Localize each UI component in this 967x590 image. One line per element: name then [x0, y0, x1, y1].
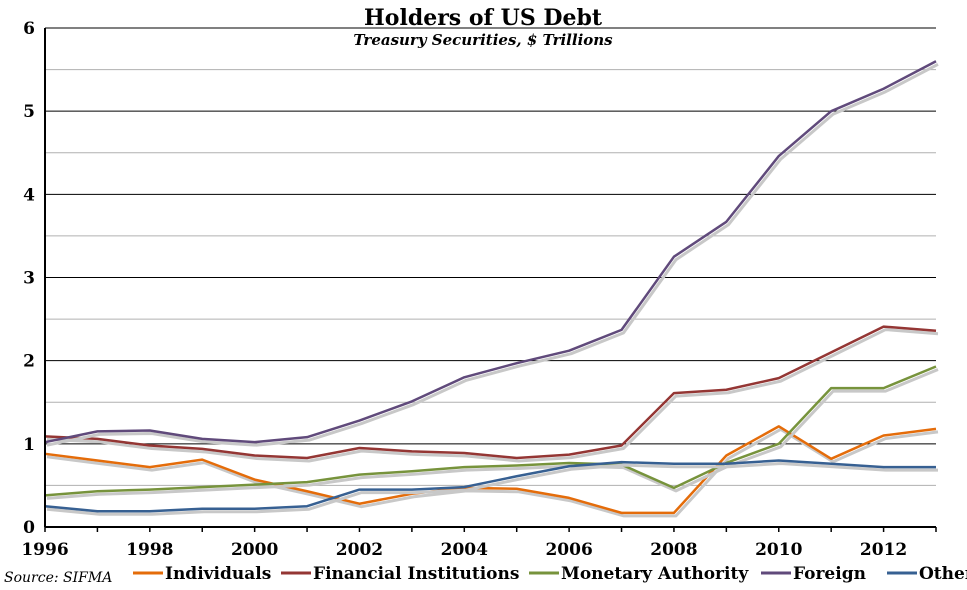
legend-label-individuals: Individuals [165, 564, 271, 584]
y-tick-label: 0 [23, 518, 35, 538]
x-tick-label: 1998 [126, 540, 173, 560]
x-tick-label: 2012 [860, 540, 907, 560]
series-shadow-foreign [46, 62, 939, 447]
legend: Individuals Financial Institutions Monetar… [133, 564, 967, 584]
legend-label-other: Other [919, 564, 967, 584]
series-line-monetary-authority [44, 365, 937, 497]
y-tick-label: 3 [23, 269, 35, 289]
gridlines [45, 27, 936, 486]
chart-subtitle: Treasury Securities, $ Trillions [353, 31, 613, 49]
chart-title: Holders of US Debt [364, 5, 603, 31]
series-shadow-financial-institutions [46, 328, 939, 463]
x-tick-label: 2008 [650, 540, 697, 560]
x-tick-label: 1996 [21, 540, 68, 560]
source-note: Source: SIFMA [4, 570, 112, 586]
legend-label-foreign: Foreign [793, 564, 866, 584]
x-tick-label: 2000 [231, 540, 278, 560]
y-tick-label: 4 [23, 185, 35, 205]
series-shadow-other [46, 461, 938, 516]
x-tick-label: 2010 [755, 540, 802, 560]
series-shadow-monetary-authority [46, 368, 939, 500]
axes: 0 1 2 3 4 5 6 1996 1998 2000 2002 2004 2006 2008 2010 2… [21, 19, 937, 560]
y-tick-label: 5 [23, 102, 35, 122]
series-line-individuals [44, 425, 937, 515]
x-tick-label: 2002 [336, 540, 383, 560]
series-shadow-individuals [46, 427, 939, 518]
y-tick-label: 1 [23, 435, 35, 455]
series-line-foreign [44, 60, 937, 444]
y-tick-label: 2 [23, 352, 35, 372]
y-tick-label: 6 [23, 19, 35, 39]
x-tick-label: 2004 [441, 540, 488, 560]
legend-label-financial-institutions: Financial Institutions [313, 564, 519, 584]
series-lines [44, 60, 939, 518]
legend-label-monetary-authority: Monetary Authority [561, 564, 749, 584]
series-line-financial-institutions [44, 325, 937, 460]
series-line-other [44, 459, 936, 513]
x-tick-label: 2006 [545, 540, 592, 560]
